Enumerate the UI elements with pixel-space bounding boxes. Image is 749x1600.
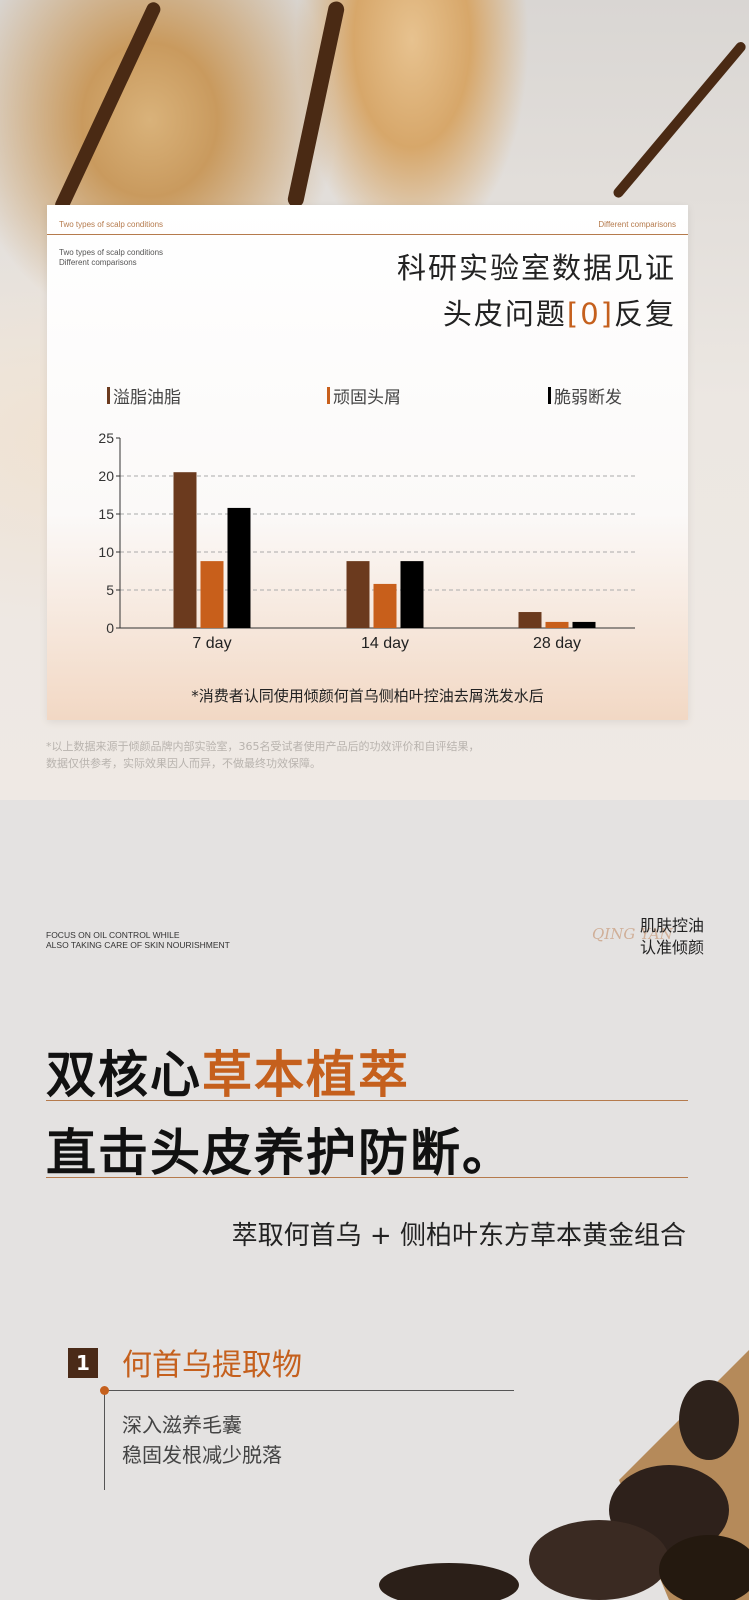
legend-swatch	[327, 387, 330, 404]
bar-2	[200, 561, 224, 628]
disclaimer: *以上数据来源于倾颜品牌内部实验室，365名受试者使用产品后的功效评价和自评结果…	[46, 738, 480, 772]
divider	[104, 1390, 514, 1391]
bar-chart: 0 5 10 15 20 25 7 day 14 day 28 day	[98, 430, 635, 652]
y-tick-label: 15	[98, 506, 114, 522]
y-tick-label: 25	[98, 430, 114, 446]
lab-data-card: Two types of scalp conditions Different …	[47, 205, 688, 720]
bar-3	[572, 621, 596, 628]
divider	[46, 1100, 688, 1101]
item-title: 何首乌提取物	[122, 1348, 302, 1383]
tagline: 萃取何首乌 + 侧柏叶东方草本黄金组合	[231, 1221, 686, 1251]
subtitle-line: Different comparisons	[59, 258, 137, 267]
bar-3	[400, 561, 424, 628]
x-tick-label: 28 day	[533, 635, 581, 652]
legend-label: 脆弱断发	[554, 388, 622, 408]
bar-1	[173, 472, 197, 628]
disclaimer-line: *以上数据来源于倾颜品牌内部实验室，365名受试者使用产品后的功效评价和自评结果…	[46, 740, 480, 753]
headline-line1: 双核心草本植萃	[46, 1035, 410, 1107]
headline-accent: 草本植萃	[202, 1046, 410, 1104]
hair-strand-image	[611, 40, 748, 200]
card-footnote: *消费者认同使用倾颜何首乌侧柏叶控油去屑洗发水后	[191, 687, 544, 705]
bar-1	[346, 561, 370, 628]
item-number-badge: 1	[68, 1348, 98, 1378]
desc-line: 深入滋养毛囊	[122, 1413, 242, 1437]
card-header-left: Two types of scalp conditions	[59, 220, 164, 229]
en-line: ALSO TAKING CARE OF SKIN NOURISHMENT	[46, 940, 230, 950]
x-tick-label: 7 day	[192, 635, 231, 652]
headline-text: 双核心	[46, 1046, 202, 1104]
divider	[104, 1390, 105, 1490]
y-tick-label: 0	[106, 620, 114, 636]
title-accent: [0]	[566, 297, 614, 331]
bar-2	[373, 583, 397, 628]
disclaimer-line: 数据仅供参考，实际效果因人而异，不做最终功效保障。	[46, 757, 321, 770]
hair-strand-image	[52, 0, 163, 215]
bullet-dot	[100, 1386, 109, 1395]
desc-line: 稳固发根减少脱落	[122, 1443, 282, 1467]
divider	[47, 234, 688, 235]
subtitle-line: Two types of scalp conditions	[59, 248, 164, 257]
herb-root-image	[379, 1350, 749, 1600]
hair-strand-image	[286, 0, 346, 209]
legend-swatch	[548, 387, 551, 404]
card-header-right: Different comparisons	[598, 220, 676, 229]
legend-swatch	[107, 387, 110, 404]
brand-script-logo: QING YAN	[592, 925, 673, 943]
slogan-line: 肌肤控油	[640, 916, 705, 935]
y-tick-label: 20	[98, 468, 114, 484]
title-text: 头皮问题	[442, 297, 567, 331]
item-description: 深入滋养毛囊稳固发根减少脱落	[122, 1410, 282, 1470]
bar-1	[518, 612, 542, 628]
headline-line2: 直击头皮养护防断。	[46, 1124, 514, 1182]
brand-slogan: 肌肤控油 认准倾颜	[640, 915, 704, 959]
section-subtitle-en: FOCUS ON OIL CONTROL WHILE ALSO TAKING CA…	[46, 930, 230, 950]
slogan-line: 认准倾颜	[640, 938, 705, 957]
card-subtitle-en: Two types of scalp conditions Different c…	[59, 248, 163, 268]
y-tick-label: 10	[98, 544, 114, 560]
legend-label: 溢脂油脂	[113, 388, 181, 408]
legend-label: 顽固头屑	[333, 388, 401, 408]
en-line: FOCUS ON OIL CONTROL WHILE	[46, 930, 180, 940]
card-title-line2: 头皮问题[0]反复	[443, 291, 676, 333]
x-tick-label: 14 day	[361, 635, 409, 652]
title-text: 反复	[613, 297, 676, 331]
legend-item: 溢脂油脂	[107, 383, 181, 408]
y-tick-label: 5	[106, 582, 114, 598]
bar-3	[227, 507, 251, 628]
card-title-line1: 科研实验室数据见证	[396, 251, 676, 285]
divider	[46, 1177, 688, 1178]
legend-item: 顽固头屑	[327, 383, 401, 408]
legend-item: 脆弱断发	[548, 383, 622, 408]
bar-2	[545, 621, 569, 628]
